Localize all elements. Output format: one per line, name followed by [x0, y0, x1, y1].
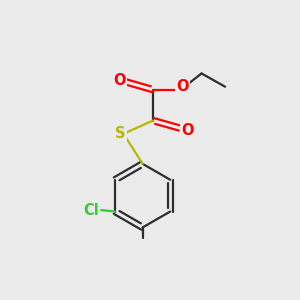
Text: O: O — [113, 73, 125, 88]
Text: O: O — [182, 123, 194, 138]
Text: S: S — [115, 126, 126, 141]
Text: O: O — [176, 79, 189, 94]
Text: Cl: Cl — [83, 202, 99, 217]
